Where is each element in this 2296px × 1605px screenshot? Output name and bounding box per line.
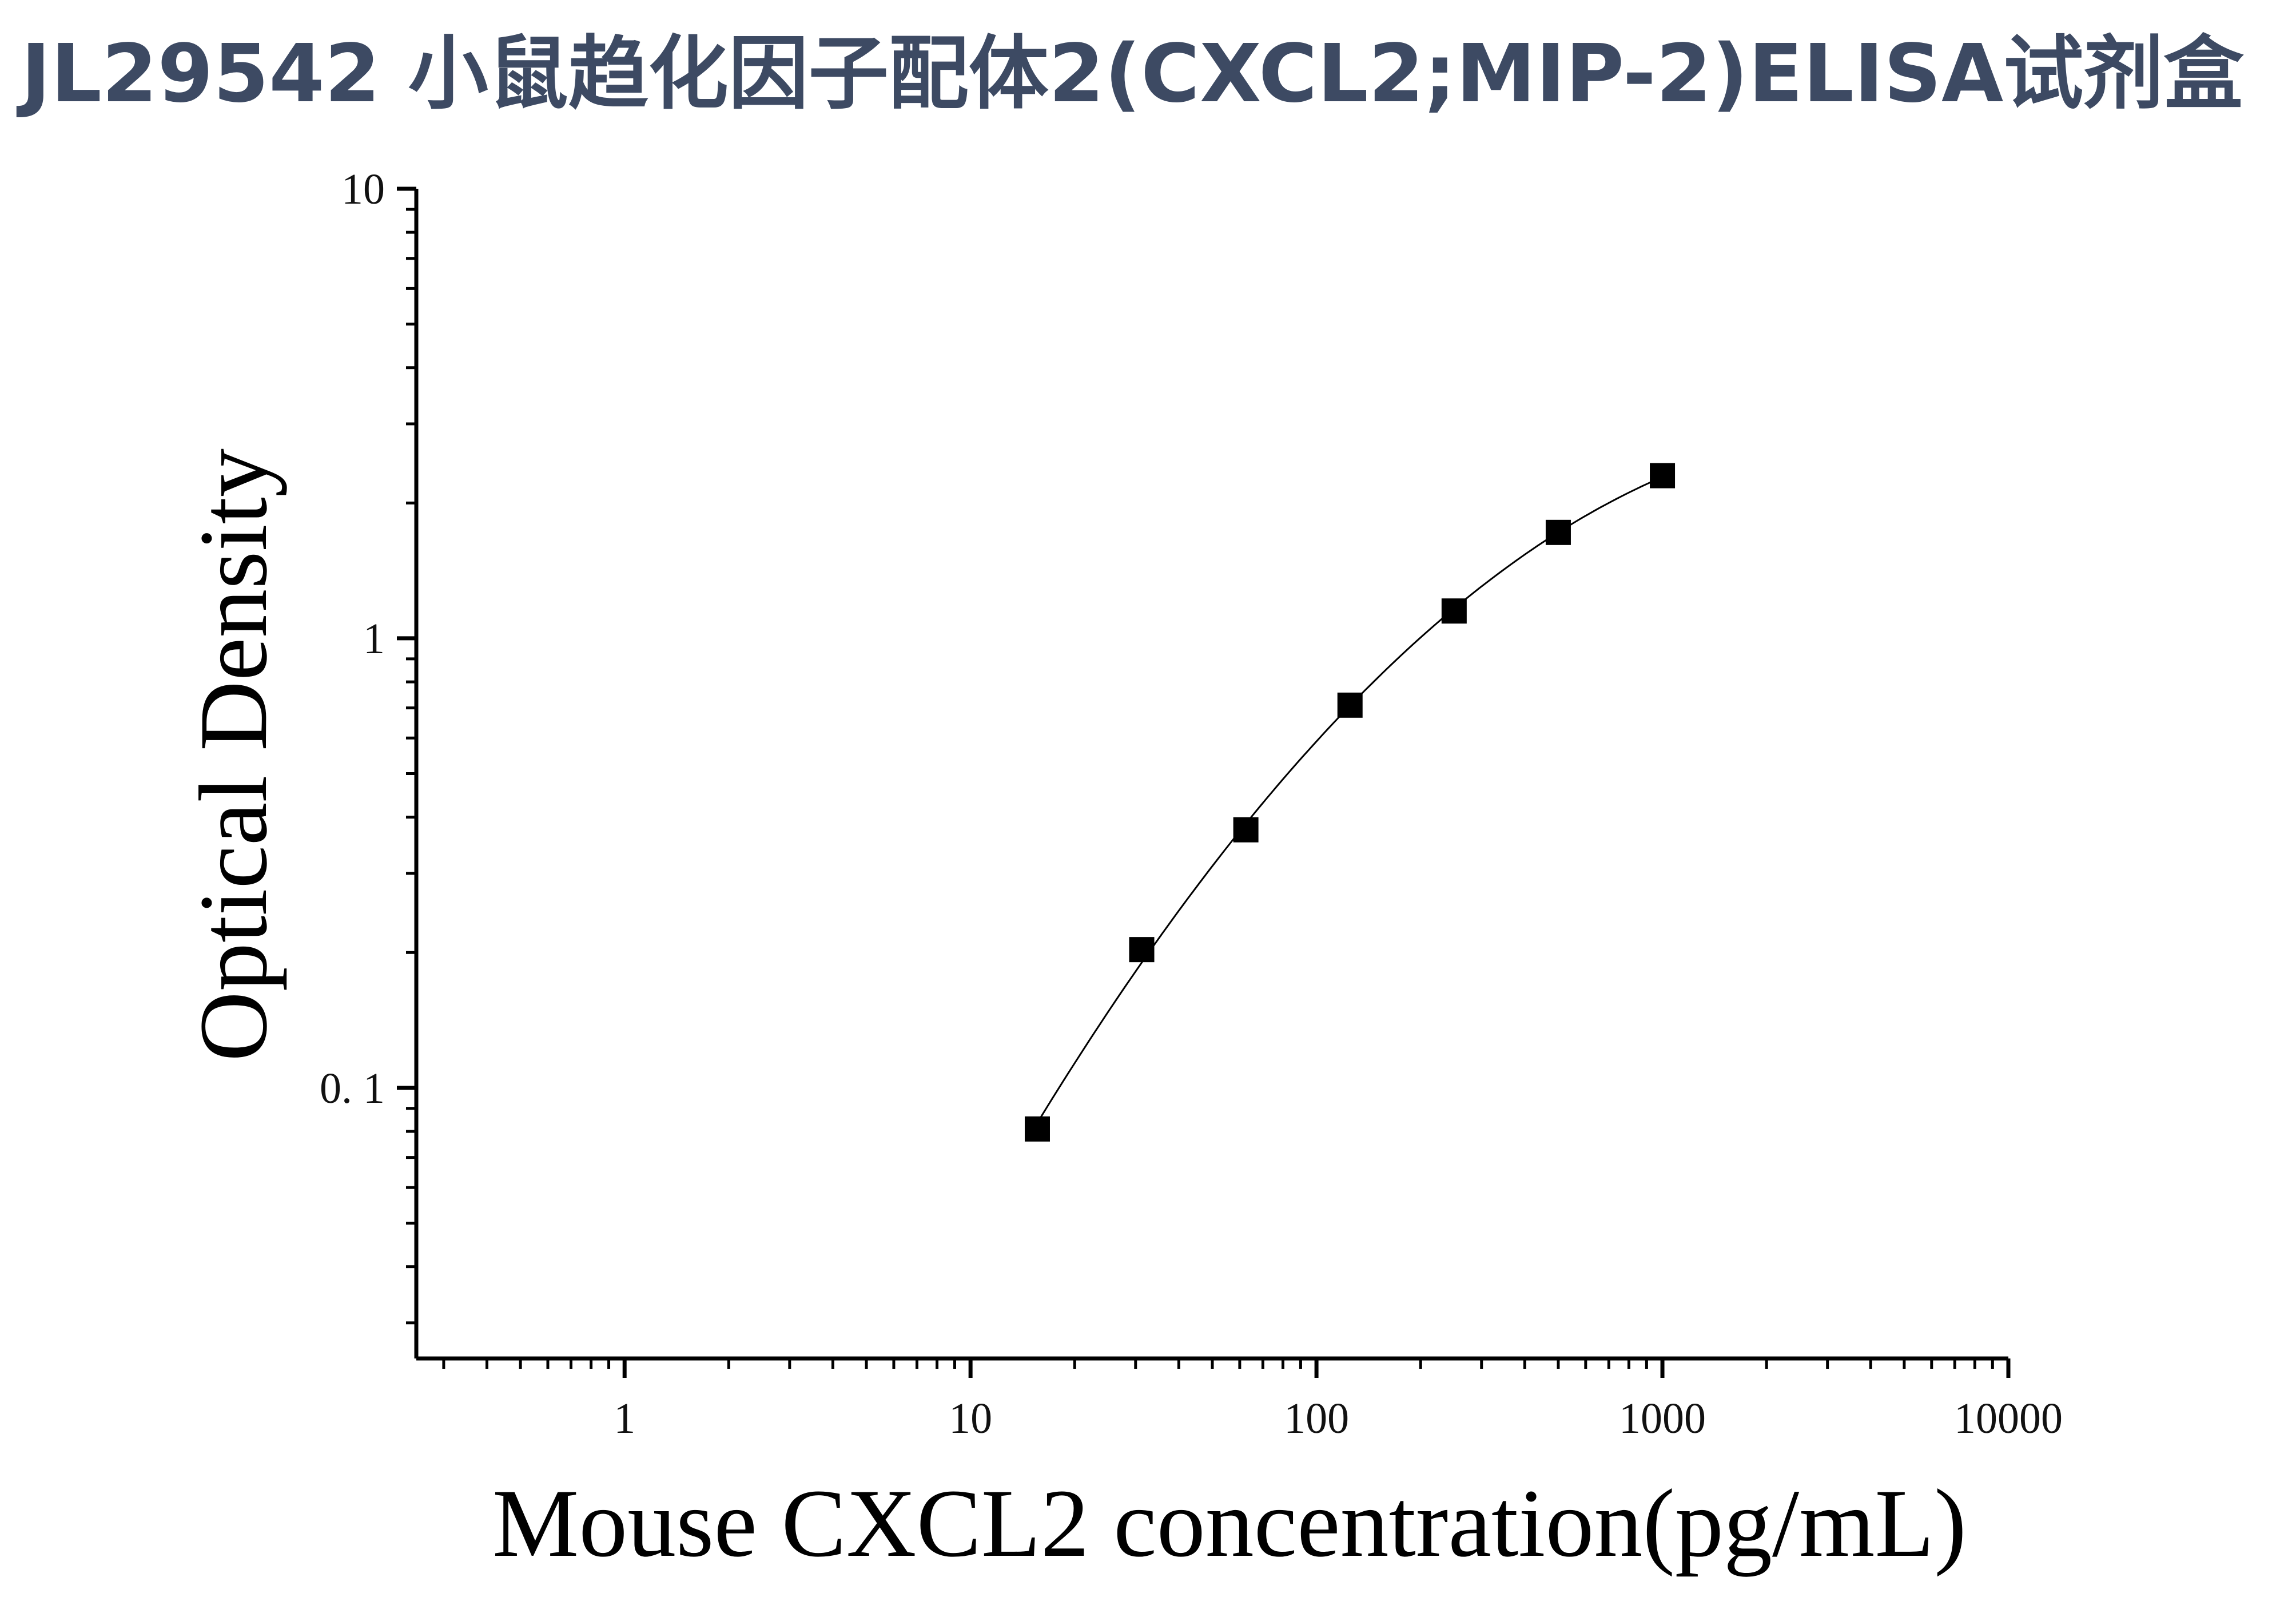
data-point xyxy=(1129,937,1155,963)
page-title: JL29542 小鼠趋化因子配体2(CXCL2;MIP-2)ELISA试剂盒 xyxy=(21,27,2244,121)
x-tick-label: 1 xyxy=(614,1395,635,1443)
y-axis-label: Optical Density xyxy=(180,448,287,1062)
y-tick-label: 1 xyxy=(363,615,385,663)
x-axis-label: Mouse CXCL2 concentration(pg/mL) xyxy=(492,1469,1967,1577)
fit-curve-group xyxy=(1036,476,1663,1123)
data-point xyxy=(1024,1116,1050,1142)
data-point xyxy=(1337,692,1363,718)
data-point xyxy=(1650,463,1676,488)
y-tick-label: 10 xyxy=(341,165,385,213)
x-tick-label: 1000 xyxy=(1619,1395,1706,1443)
data-points xyxy=(1024,463,1676,1142)
fit-curve xyxy=(1036,476,1663,1123)
x-tick-label: 10 xyxy=(949,1395,992,1443)
x-tick-label: 10000 xyxy=(1954,1395,2063,1443)
y-tick-label: 0. 1 xyxy=(320,1064,385,1113)
x-tick-label: 100 xyxy=(1284,1395,1349,1443)
data-point xyxy=(1545,519,1571,545)
axes: 1 10 100 1000 10000 0. 1 1 10 xyxy=(320,165,2063,1443)
data-point xyxy=(1233,817,1259,843)
data-point xyxy=(1441,598,1467,624)
